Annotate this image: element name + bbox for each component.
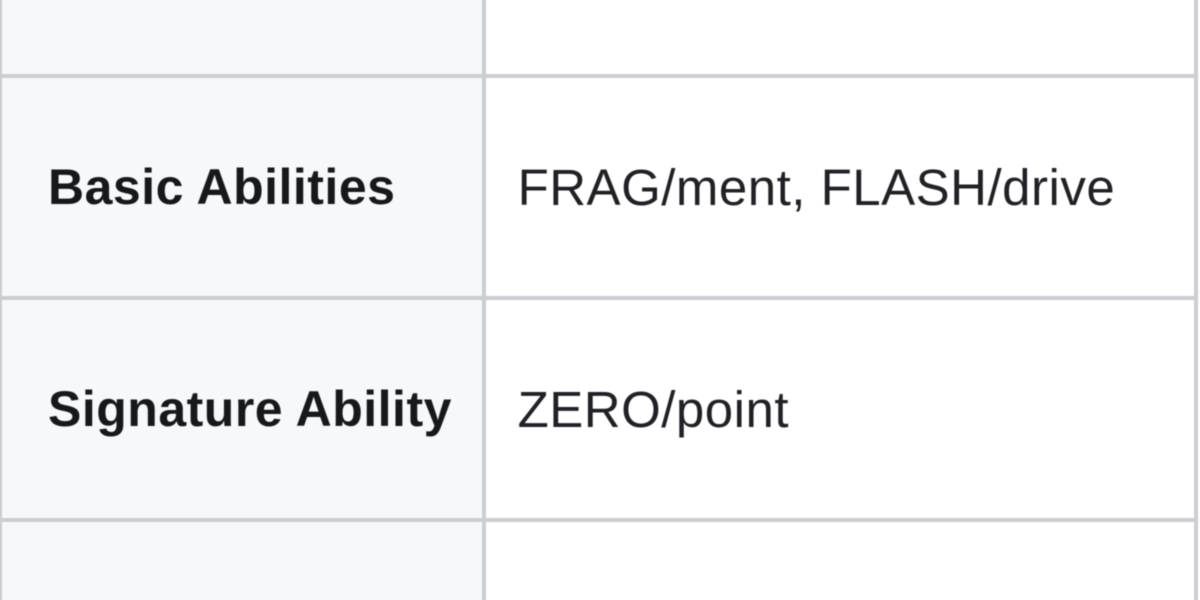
row-value-cell xyxy=(481,0,1199,78)
row-value-cell xyxy=(481,518,1199,600)
row-label-cell: Basic Abilities xyxy=(0,74,486,300)
row-value-cell: FRAG/ment, FLASH/drive xyxy=(481,74,1199,300)
table-row-top-partial xyxy=(0,0,1199,78)
row-label-cell xyxy=(0,0,486,78)
row-value-cell: ZERO/point xyxy=(481,296,1199,522)
table-row-signature-ability: Signature Ability ZERO/point xyxy=(0,296,1199,522)
row-label-cell: Signature Ability xyxy=(0,296,486,522)
row-label-cell xyxy=(0,518,486,600)
table-row-basic-abilities: Basic Abilities FRAG/ment, FLASH/drive xyxy=(0,74,1199,300)
table-row-bottom-partial xyxy=(0,518,1199,600)
